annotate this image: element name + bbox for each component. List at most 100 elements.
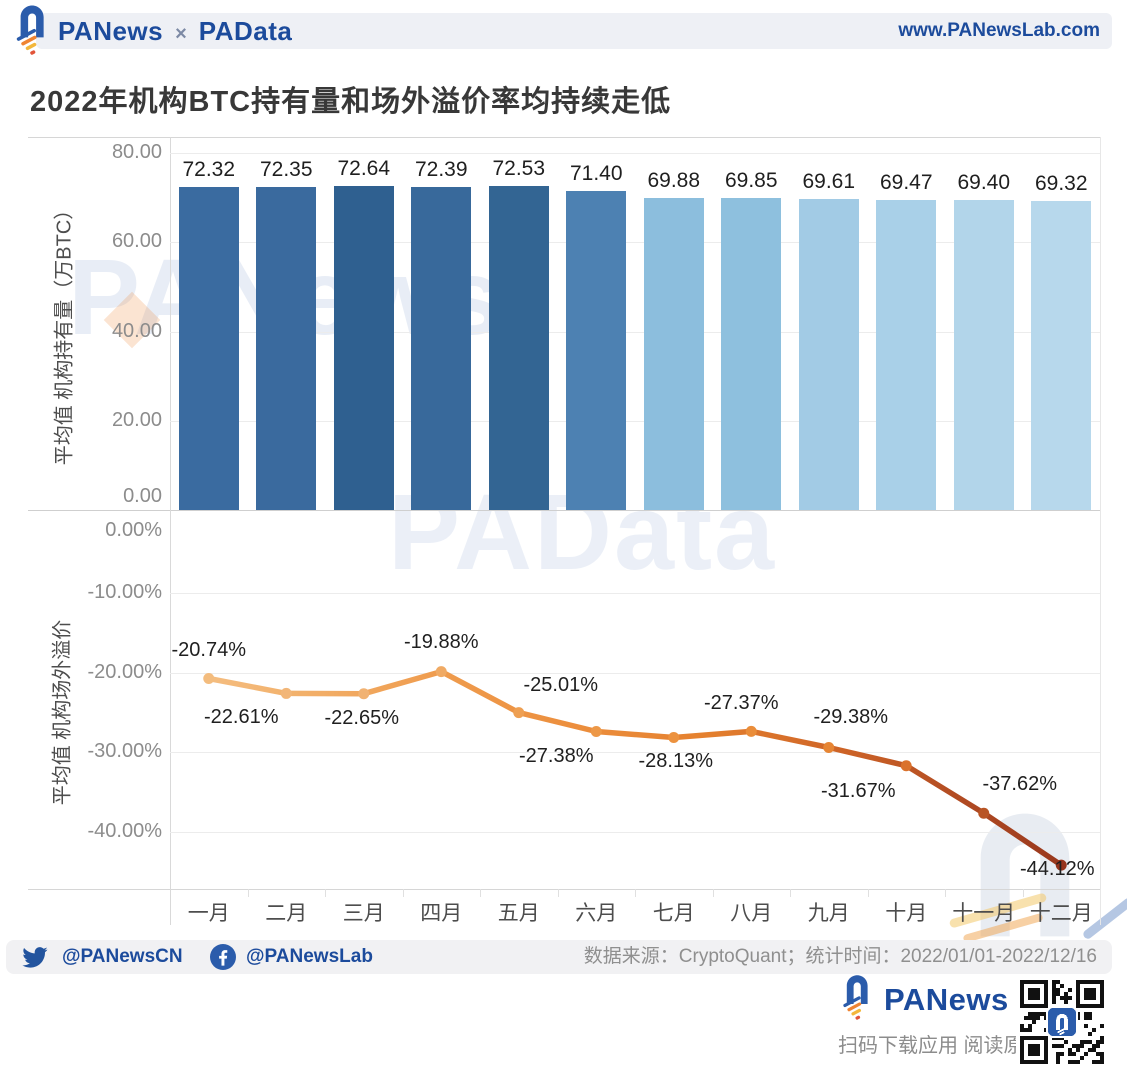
bar-y-tick: 60.00	[111, 230, 162, 253]
line-series	[206, 668, 1065, 868]
brand-panews: PANews	[58, 16, 164, 46]
bar	[411, 186, 472, 510]
page-title: 2022年机构BTC持有量和场外溢价率均持续走低	[30, 86, 672, 118]
bar	[721, 198, 782, 510]
qr-code	[1016, 976, 1108, 1068]
data-point	[513, 707, 525, 719]
site-url[interactable]: www.PANewsLab.com	[898, 20, 1100, 41]
promo-caption: 扫码下载应用 阅读原文	[838, 1035, 1044, 1057]
x-axis-tick	[1022, 889, 1024, 897]
point-value-label: -37.62%	[982, 773, 1058, 796]
bar-value-label: 69.47	[879, 170, 933, 194]
data-source-note: 数据来源：CryptoQuant；统计时间：2022/01/01-2022/12…	[583, 946, 1097, 967]
x-axis-month-label: 六月	[575, 902, 618, 925]
x-axis-month-label: 十月	[885, 902, 928, 925]
chart-separator	[28, 510, 1100, 511]
data-point	[1055, 859, 1067, 871]
line-y-tick: 0.00%	[105, 519, 162, 541]
bar-value-label: 69.40	[957, 171, 1011, 195]
x-axis-tick	[402, 889, 404, 897]
bar	[643, 198, 704, 510]
bar-value-label: 72.53	[492, 157, 546, 181]
panews-logo-icon	[6, 2, 60, 64]
x-axis-month-label: 七月	[652, 902, 695, 925]
data-point	[900, 760, 912, 772]
x-axis-tick	[945, 889, 946, 897]
x-axis-month-label: 十二月	[1029, 902, 1093, 925]
x-axis-tick	[325, 889, 326, 897]
x-axis-tick	[480, 889, 481, 897]
data-point	[668, 731, 680, 743]
bar-y-tick: 40.00	[111, 319, 162, 342]
bar-grid-line	[170, 331, 1100, 333]
facebook-handle[interactable]: @PANewsLab	[246, 946, 373, 967]
x-axis-tick	[712, 889, 714, 897]
x-axis-month-label: 十一月	[952, 902, 1016, 925]
x-axis-month-label: 三月	[342, 902, 385, 925]
x-axis-month-label: 八月	[730, 902, 773, 925]
data-point	[280, 687, 292, 699]
line-y-tick: -40.00%	[87, 820, 163, 843]
bar-grid-line	[170, 420, 1100, 422]
x-axis-tick	[557, 889, 559, 897]
point-value-label: -27.37%	[704, 692, 779, 715]
brand-times-separator: ×	[175, 23, 187, 45]
point-value-label: -22.65%	[324, 706, 400, 729]
data-point	[745, 725, 757, 737]
point-value-label: -31.67%	[821, 779, 896, 802]
bar	[1031, 200, 1092, 510]
data-point	[978, 807, 990, 819]
point-value-label: -27.38%	[519, 745, 594, 768]
x-axis-tick	[867, 889, 869, 897]
bar-y-tick: 20.00	[111, 408, 162, 431]
facebook-icon	[210, 944, 236, 970]
line-grid-line	[170, 832, 1100, 834]
bar	[488, 186, 549, 510]
bar	[566, 191, 627, 510]
point-value-label: -25.01%	[523, 673, 599, 696]
chart-bottom-border	[28, 889, 1100, 890]
twitter-handle[interactable]: @PANewsCN	[62, 946, 183, 967]
footer-bar	[6, 940, 1112, 974]
bar-grid-line	[170, 153, 1100, 154]
x-axis-tick	[635, 889, 636, 897]
x-axis-month-label: 一月	[187, 902, 230, 925]
x-axis-month-label: 四月	[420, 902, 463, 925]
bar	[798, 199, 859, 510]
bar-grid-line	[170, 242, 1100, 244]
chart-top-border	[28, 137, 1100, 138]
bar-y-tick: 0.00	[123, 485, 162, 507]
twitter-icon	[22, 947, 48, 968]
point-value-label: -22.61%	[204, 706, 279, 729]
bar	[953, 200, 1014, 510]
bar	[178, 187, 239, 510]
promo-brand-text: PANews	[884, 982, 1009, 1017]
x-axis-month-label: 五月	[497, 902, 540, 925]
bar-value-label: 72.32	[182, 158, 236, 182]
x-axis-month-label: 九月	[807, 902, 850, 925]
bar-value-label: 71.40	[569, 162, 623, 186]
data-point	[358, 688, 370, 700]
brand-padata: PAData	[198, 16, 293, 46]
data-point	[203, 673, 215, 685]
line-grid-line	[170, 672, 1100, 674]
panews-logo-icon-small	[834, 972, 882, 1028]
x-axis-tick	[247, 889, 249, 897]
point-value-label: -44.12%	[1020, 858, 1095, 881]
line-grid-line	[170, 592, 1100, 594]
brand-lockup: PANews × PAData	[58, 13, 292, 49]
x-axis-tick	[790, 889, 791, 897]
y-axis-line	[170, 137, 171, 925]
line-y-tick: -10.00%	[87, 580, 163, 603]
line-y-tick: -30.00%	[87, 740, 163, 763]
bar-value-label: 69.85	[724, 169, 778, 193]
bar	[333, 185, 394, 510]
bar-value-label: 69.32	[1034, 171, 1088, 195]
bar-value-label: 72.39	[414, 157, 468, 181]
premium-line-chart	[203, 666, 1067, 871]
bar	[256, 187, 317, 510]
data-point	[590, 725, 602, 737]
header-bar	[36, 13, 1112, 49]
